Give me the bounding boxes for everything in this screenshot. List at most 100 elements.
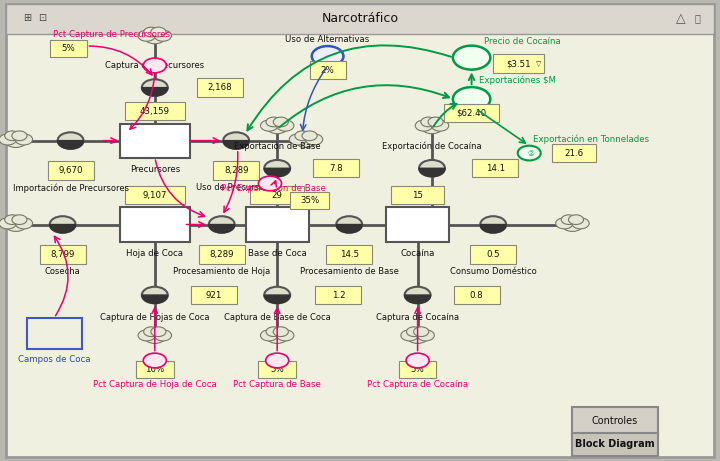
Text: Exportación de Cocaína: Exportación de Cocaína bbox=[382, 141, 482, 151]
Circle shape bbox=[261, 330, 278, 341]
Text: 9,107: 9,107 bbox=[143, 190, 167, 200]
FancyBboxPatch shape bbox=[40, 245, 86, 264]
FancyBboxPatch shape bbox=[552, 144, 596, 162]
Text: 0.5: 0.5 bbox=[487, 250, 500, 259]
Text: Cosecha: Cosecha bbox=[45, 267, 81, 276]
Circle shape bbox=[421, 120, 443, 134]
Polygon shape bbox=[58, 141, 84, 149]
FancyBboxPatch shape bbox=[572, 433, 658, 456]
Polygon shape bbox=[142, 88, 168, 96]
Text: 10%: 10% bbox=[145, 365, 164, 374]
Text: 0.8: 0.8 bbox=[470, 290, 483, 300]
Circle shape bbox=[50, 216, 76, 233]
Text: 35%: 35% bbox=[300, 196, 319, 205]
Text: Captura de Cocaína: Captura de Cocaína bbox=[376, 313, 459, 322]
Circle shape bbox=[138, 330, 156, 341]
Circle shape bbox=[144, 30, 166, 44]
Circle shape bbox=[276, 120, 294, 131]
Text: Captura de Precursores: Captura de Precursores bbox=[105, 61, 204, 70]
Circle shape bbox=[453, 87, 490, 111]
Text: Cocaína: Cocaína bbox=[400, 249, 435, 259]
Text: ▽: ▽ bbox=[536, 60, 541, 67]
Circle shape bbox=[15, 218, 32, 229]
FancyBboxPatch shape bbox=[6, 4, 714, 457]
Text: Pct Captura de Precursores: Pct Captura de Precursores bbox=[53, 30, 170, 39]
Circle shape bbox=[274, 117, 288, 127]
Circle shape bbox=[518, 146, 541, 160]
Circle shape bbox=[417, 330, 434, 341]
Circle shape bbox=[264, 287, 290, 303]
Polygon shape bbox=[223, 141, 249, 149]
FancyBboxPatch shape bbox=[120, 207, 189, 242]
Circle shape bbox=[266, 353, 289, 368]
Circle shape bbox=[142, 287, 168, 303]
Text: Captura de Hojas de Coca: Captura de Hojas de Coca bbox=[100, 313, 210, 322]
FancyBboxPatch shape bbox=[125, 186, 184, 204]
Polygon shape bbox=[419, 168, 445, 177]
Text: Narcotráfico: Narcotráfico bbox=[322, 12, 398, 25]
FancyBboxPatch shape bbox=[50, 40, 87, 57]
Circle shape bbox=[415, 120, 433, 131]
FancyBboxPatch shape bbox=[315, 286, 361, 304]
Text: ⊞: ⊞ bbox=[23, 13, 32, 24]
FancyBboxPatch shape bbox=[197, 78, 243, 97]
Text: 5%: 5% bbox=[270, 365, 284, 374]
Text: Block Diagram: Block Diagram bbox=[575, 439, 654, 449]
Text: Base de Coca: Base de Coca bbox=[248, 249, 307, 259]
Circle shape bbox=[4, 131, 19, 141]
Circle shape bbox=[289, 134, 307, 145]
Circle shape bbox=[336, 216, 362, 233]
Circle shape bbox=[407, 330, 428, 343]
Polygon shape bbox=[336, 225, 362, 233]
Circle shape bbox=[431, 120, 449, 131]
Circle shape bbox=[264, 160, 290, 177]
Circle shape bbox=[312, 46, 343, 66]
Circle shape bbox=[569, 215, 583, 225]
Circle shape bbox=[266, 327, 282, 337]
FancyBboxPatch shape bbox=[454, 286, 500, 304]
Text: 921: 921 bbox=[206, 290, 222, 300]
Text: 2,168: 2,168 bbox=[207, 83, 232, 92]
Text: 9,670: 9,670 bbox=[58, 166, 83, 175]
Circle shape bbox=[266, 117, 282, 127]
Circle shape bbox=[143, 27, 158, 37]
Circle shape bbox=[209, 216, 235, 233]
Text: $3.51: $3.51 bbox=[506, 59, 531, 68]
Circle shape bbox=[428, 117, 443, 127]
Circle shape bbox=[295, 134, 317, 148]
Circle shape bbox=[143, 58, 166, 73]
FancyBboxPatch shape bbox=[258, 361, 296, 378]
FancyBboxPatch shape bbox=[125, 102, 184, 120]
FancyBboxPatch shape bbox=[136, 361, 174, 378]
Text: Importación de Precursores: Importación de Precursores bbox=[12, 183, 129, 193]
Circle shape bbox=[0, 134, 17, 145]
Polygon shape bbox=[405, 295, 431, 303]
FancyBboxPatch shape bbox=[310, 61, 346, 79]
Circle shape bbox=[258, 176, 282, 191]
Circle shape bbox=[58, 132, 84, 149]
Text: Controles: Controles bbox=[592, 416, 638, 426]
Circle shape bbox=[5, 218, 27, 231]
Circle shape bbox=[12, 215, 27, 225]
Text: Pct Captura de Hoja de Coca: Pct Captura de Hoja de Coca bbox=[93, 380, 217, 390]
Text: Exportación en Tonnelades: Exportación en Tonnelades bbox=[533, 134, 649, 144]
Circle shape bbox=[261, 120, 278, 131]
Circle shape bbox=[295, 131, 310, 141]
FancyBboxPatch shape bbox=[313, 159, 359, 177]
Text: $62.40: $62.40 bbox=[456, 108, 487, 118]
Text: 14.5: 14.5 bbox=[340, 250, 359, 259]
FancyBboxPatch shape bbox=[213, 161, 259, 180]
Circle shape bbox=[562, 218, 583, 231]
Text: 43,159: 43,159 bbox=[140, 106, 170, 116]
Text: Exportaciónes $M: Exportaciónes $M bbox=[479, 76, 556, 85]
Circle shape bbox=[223, 132, 249, 149]
Circle shape bbox=[0, 218, 17, 229]
Text: 8,799: 8,799 bbox=[50, 250, 75, 259]
Polygon shape bbox=[209, 225, 235, 233]
Text: Exportación de Base: Exportación de Base bbox=[234, 141, 320, 151]
FancyBboxPatch shape bbox=[290, 192, 329, 209]
Circle shape bbox=[138, 30, 156, 41]
Circle shape bbox=[266, 330, 288, 343]
Text: Procesamiento de Hoja: Procesamiento de Hoja bbox=[173, 267, 271, 276]
Polygon shape bbox=[50, 225, 76, 233]
